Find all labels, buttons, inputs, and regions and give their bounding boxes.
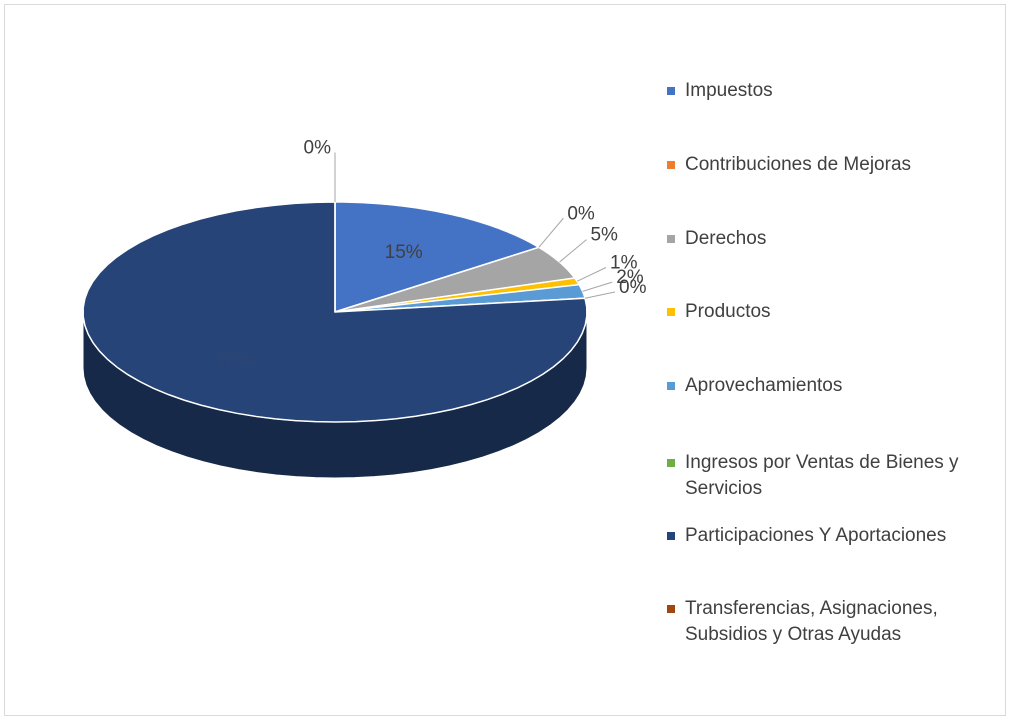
legend-label: Contribuciones de Mejoras — [685, 154, 912, 175]
legend-label: Participaciones Y Aportaciones — [685, 525, 947, 546]
data-label: 0% — [304, 138, 332, 159]
data-label: 15% — [385, 242, 423, 263]
legend-swatch — [667, 532, 675, 540]
data-label: 77% — [216, 351, 254, 372]
legend-swatch — [667, 161, 675, 169]
data-label: 0% — [567, 203, 595, 224]
pie-slice — [334, 277, 581, 313]
leader-line — [559, 239, 587, 263]
legend-item: Participaciones Y Aportaciones — [667, 523, 1007, 549]
data-label: 0% — [619, 277, 647, 298]
legend-swatch — [667, 382, 675, 390]
legend-item: Transferencias, Asignaciones, Subsidios … — [667, 596, 1007, 648]
legend-swatch — [667, 605, 675, 613]
legend-swatch — [667, 459, 675, 467]
leader-line — [582, 281, 613, 292]
legend-item: Impuestos — [667, 78, 1007, 104]
legend-item: Ingresos por Ventas de Bienes y Servicio… — [667, 450, 1007, 502]
legend-swatch — [667, 235, 675, 243]
legend-item: Productos — [667, 299, 1007, 325]
legend-label: Ingresos por Ventas de Bienes y Servicio… — [685, 452, 959, 499]
chart-frame — [4, 4, 1006, 716]
legend-item: Contribuciones de Mejoras — [667, 152, 1007, 178]
legend-label: Transferencias, Asignaciones, Subsidios … — [685, 598, 938, 645]
leader-line — [538, 217, 564, 248]
legend-label: Impuestos — [685, 80, 773, 101]
pie-slice — [334, 283, 586, 313]
legend-item: Aprovechamientos — [667, 373, 1007, 399]
data-label: 2% — [616, 267, 644, 288]
legend-swatch — [667, 308, 675, 316]
pie-tops — [82, 201, 588, 423]
legend-label: Aprovechamientos — [685, 375, 843, 396]
leader-line — [576, 267, 607, 282]
legend-swatch — [667, 87, 675, 95]
data-label: 5% — [590, 225, 618, 246]
legend-item: Derechos — [667, 226, 1007, 252]
data-label: 1% — [610, 253, 638, 274]
pie-slice — [334, 201, 541, 314]
leader-line — [584, 291, 616, 299]
legend-label: Productos — [685, 301, 771, 322]
legend-label: Derechos — [685, 228, 767, 249]
